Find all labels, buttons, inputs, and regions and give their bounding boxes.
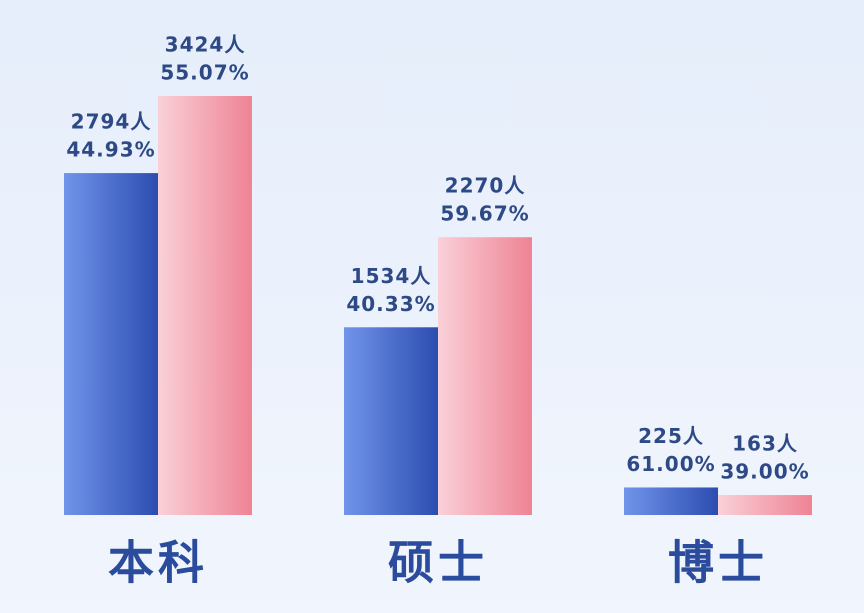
value-label: 2270人: [445, 174, 526, 198]
bar: [64, 173, 158, 515]
value-label: 1534人: [351, 264, 432, 288]
value-label: 163人: [732, 432, 798, 456]
value-label: 3424人: [165, 33, 246, 57]
percent-label: 39.00%: [720, 460, 809, 484]
percent-label: 61.00%: [626, 452, 715, 476]
value-label: 2794人: [71, 110, 152, 134]
bar: [718, 495, 812, 515]
percent-label: 44.93%: [66, 138, 155, 162]
percent-label: 55.07%: [160, 61, 249, 85]
bar: [438, 237, 532, 515]
percent-label: 40.33%: [346, 292, 435, 316]
category-label: 博士: [668, 536, 768, 590]
bar: [624, 487, 718, 515]
percent-label: 59.67%: [440, 202, 529, 226]
category-label: 本科: [108, 536, 208, 590]
category-label: 硕士: [388, 536, 488, 590]
bar: [158, 96, 252, 515]
value-label: 225人: [638, 424, 704, 448]
bar: [344, 327, 438, 515]
